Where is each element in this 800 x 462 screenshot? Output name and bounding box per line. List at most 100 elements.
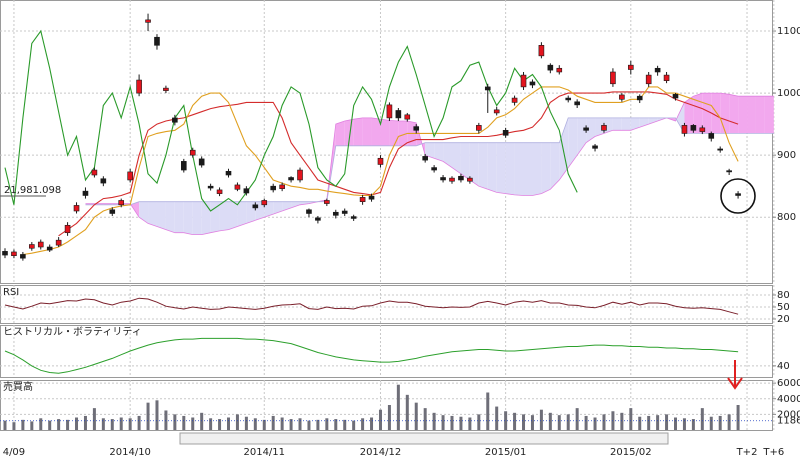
candle-body — [207, 185, 214, 189]
candle-body — [29, 244, 35, 249]
panel-title: RSI — [3, 287, 19, 298]
scrollbar[interactable] — [179, 432, 669, 445]
annotation: 21,981.098 — [4, 185, 61, 196]
bar — [450, 415, 454, 430]
bar — [602, 414, 606, 430]
candle-body — [386, 104, 393, 119]
bar — [75, 417, 79, 430]
candle-body — [136, 79, 142, 94]
cloud-segment — [371, 117, 381, 146]
candle-body — [547, 64, 554, 71]
cloud-segment — [300, 201, 309, 205]
candle-body — [297, 169, 303, 181]
y-tick-label: 40 — [777, 361, 790, 372]
cloud-segment — [139, 201, 149, 224]
bar — [718, 415, 722, 430]
cloud-segment — [443, 142, 452, 168]
bar — [280, 417, 284, 430]
candle-body — [368, 195, 375, 200]
bar — [647, 415, 651, 430]
cloud-segment — [192, 201, 202, 235]
bar — [3, 420, 7, 430]
x-tick-label: 2015/02 — [610, 447, 652, 458]
y-tick-label: 20 — [777, 314, 790, 325]
bar — [495, 406, 499, 430]
bar — [370, 417, 374, 430]
cloud-segment — [630, 117, 640, 131]
bar — [468, 417, 472, 430]
bar — [352, 420, 356, 430]
candle-body — [458, 175, 464, 181]
bar — [137, 415, 141, 430]
bar — [146, 402, 150, 430]
cloud-segment — [219, 201, 229, 231]
candle-body — [324, 200, 330, 204]
bar — [423, 408, 427, 430]
candle-body — [431, 167, 437, 171]
candle-body — [118, 200, 125, 206]
candle-body — [332, 211, 339, 216]
bar — [691, 419, 695, 430]
candle-body — [520, 74, 527, 88]
candle-body — [198, 158, 205, 166]
candle-body — [243, 188, 250, 194]
cloud-segment — [156, 201, 166, 230]
bar — [629, 408, 633, 430]
line — [4, 297, 739, 315]
bar — [709, 416, 713, 430]
bar — [298, 418, 302, 430]
cloud-segment — [702, 93, 712, 134]
cloud-segment — [550, 142, 560, 190]
candle-body — [511, 97, 518, 103]
bar — [674, 417, 677, 430]
cloud-segment — [738, 96, 748, 134]
panel-frame — [0, 0, 773, 284]
candle-body — [395, 110, 402, 119]
bar — [253, 418, 257, 430]
bar — [83, 415, 87, 430]
candle-body — [735, 193, 741, 196]
bar — [620, 412, 624, 430]
candle-body — [422, 156, 428, 161]
y-tick-label: 900 — [777, 150, 796, 161]
candle-body — [592, 145, 598, 149]
y-tick-label: 2000 — [777, 409, 800, 420]
cloud-segment — [523, 142, 533, 196]
cloud-segment — [478, 142, 488, 190]
candle-body — [636, 95, 643, 101]
cloud-edge — [85, 92, 774, 235]
candle-body — [225, 170, 232, 176]
y-tick-label: 80 — [777, 290, 790, 301]
bar — [593, 417, 597, 430]
cloud-segment — [577, 117, 587, 156]
bar — [21, 419, 25, 430]
candle-body — [37, 241, 44, 248]
x-tick-label: 2014/10 — [109, 447, 151, 458]
cloud-segment — [380, 119, 390, 146]
candle-body — [181, 161, 187, 171]
line — [4, 337, 739, 374]
cloud-segment — [514, 142, 524, 196]
x-tick-label: 2015/01 — [485, 447, 527, 458]
panel-title: 売買高 — [3, 380, 33, 393]
candle-body — [484, 86, 491, 91]
bar — [548, 412, 552, 430]
cloud-segment — [398, 121, 408, 146]
panel-frame — [0, 325, 773, 378]
candle-body — [699, 127, 706, 132]
cloud-segment — [684, 96, 694, 134]
bar — [110, 419, 114, 430]
cloud-segment — [487, 142, 497, 193]
candle-body — [476, 125, 482, 131]
indicator-line — [4, 29, 578, 212]
bar — [486, 392, 490, 430]
candle-body — [610, 71, 616, 85]
bar — [414, 402, 418, 430]
candle-body — [601, 125, 607, 131]
cloud-segment — [505, 142, 515, 195]
highlight-circle — [720, 178, 756, 214]
panel-frame — [0, 285, 773, 324]
candle-body — [100, 178, 107, 184]
